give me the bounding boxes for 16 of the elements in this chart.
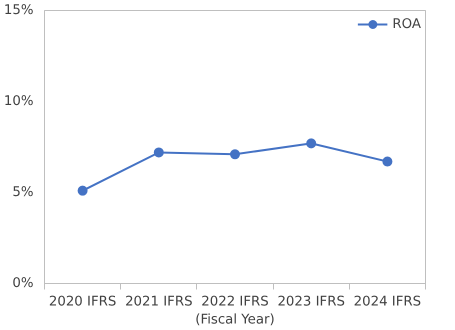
- point: [306, 138, 316, 148]
- x-tick-label: 2022 IFRS: [201, 294, 269, 310]
- x-axis-title: (Fiscal Year): [195, 312, 275, 328]
- point: [230, 149, 240, 160]
- x-tick-label: 2024 IFRS: [354, 294, 422, 310]
- point: [78, 186, 88, 196]
- y-tick-label: 0%: [12, 276, 34, 291]
- legend-label: ROA: [392, 16, 421, 32]
- x-tick-label: 2021 IFRS: [125, 294, 193, 310]
- point: [154, 147, 164, 158]
- y-tick-label: 5%: [12, 185, 34, 200]
- point: [382, 156, 392, 167]
- y-tick-label: 15%: [4, 3, 34, 18]
- x-tick-label: 2020 IFRS: [48, 294, 116, 310]
- y-tick-label: 10%: [4, 94, 34, 109]
- x-tick-label: 2023 IFRS: [277, 294, 345, 310]
